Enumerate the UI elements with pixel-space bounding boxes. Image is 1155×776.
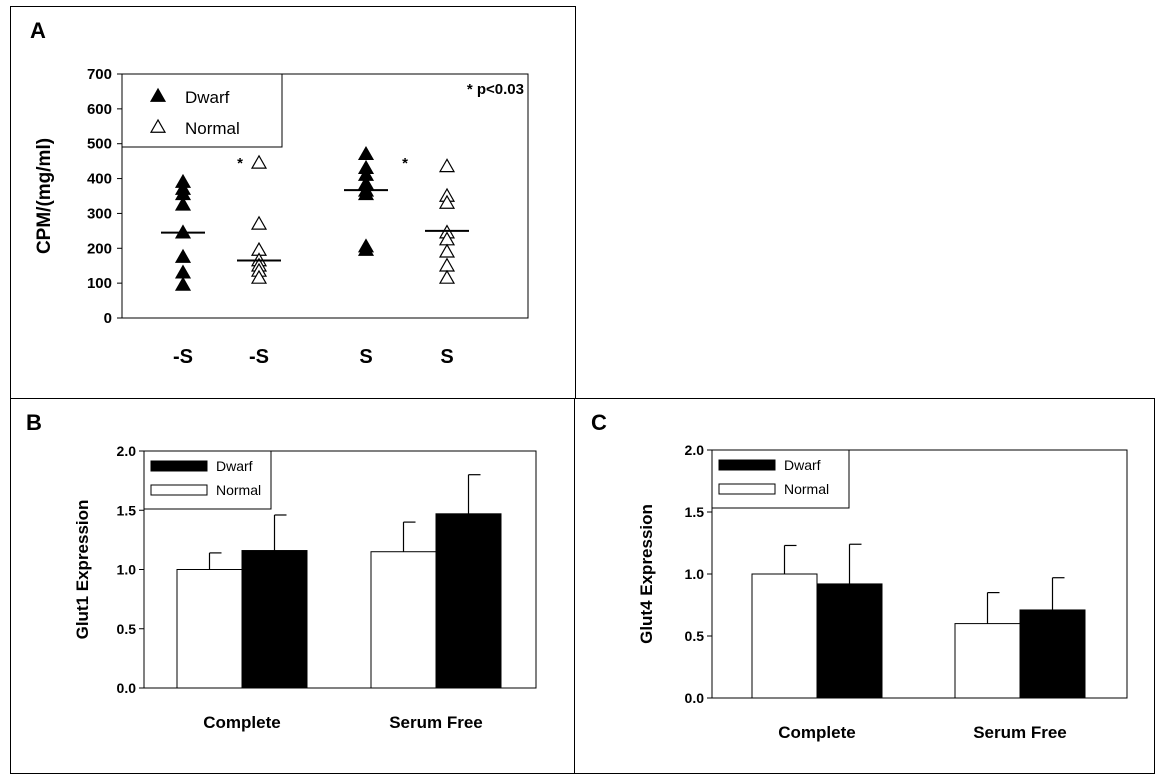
legend-normal-swatch bbox=[150, 484, 208, 496]
normal-data-point bbox=[438, 194, 456, 209]
y-tick-label: 1.5 bbox=[685, 504, 705, 520]
y-tick-label: 300 bbox=[87, 205, 112, 222]
legend-dwarf-marker bbox=[149, 87, 167, 102]
normal-data-point bbox=[438, 243, 456, 258]
x-category-label: -S bbox=[249, 346, 269, 368]
legend-box bbox=[121, 73, 283, 148]
y-tick-label: 0 bbox=[104, 310, 112, 327]
x-category-label: Serum Free bbox=[973, 723, 1067, 742]
y-tick-label: 0.0 bbox=[685, 690, 705, 706]
y-tick-label: 200 bbox=[87, 240, 112, 257]
y-tick-label: 2.0 bbox=[117, 443, 137, 459]
dwarf-bar bbox=[241, 550, 308, 689]
legend-normal-label: Normal bbox=[185, 119, 240, 138]
significance-annotation: * p<0.03 bbox=[467, 81, 524, 98]
legend-dwarf-label: Dwarf bbox=[784, 457, 821, 473]
y-tick-label: 700 bbox=[87, 66, 112, 83]
dwarf-data-point bbox=[357, 241, 375, 256]
normal-data-point bbox=[438, 257, 456, 272]
y-tick-label: 1.0 bbox=[685, 566, 705, 582]
legend-dwarf-swatch bbox=[150, 460, 208, 472]
panel-a-scatter-chart: 0 100 200 300 400 500 600 700 -S -S S S CPM/(mg/ml) D… bbox=[34, 66, 529, 368]
y-tick-label: 600 bbox=[87, 101, 112, 118]
legend-normal-label: Normal bbox=[216, 482, 261, 498]
normal-data-point bbox=[438, 158, 456, 173]
y-tick-label: 0.5 bbox=[685, 628, 705, 644]
x-category-label: -S bbox=[173, 346, 193, 368]
y-axis-title: Glut1 Expression bbox=[73, 500, 92, 640]
y-tick-label: 0.0 bbox=[117, 680, 137, 696]
panel-a-frame bbox=[10, 6, 576, 400]
normal-bar bbox=[751, 573, 818, 699]
legend-normal-marker bbox=[149, 118, 167, 133]
dwarf-bar bbox=[1019, 609, 1086, 699]
x-category-label: Complete bbox=[778, 723, 855, 742]
x-category-label: S bbox=[359, 346, 372, 368]
normal-bar bbox=[954, 623, 1021, 699]
legend-normal-swatch bbox=[718, 483, 776, 495]
y-tick-label: 2.0 bbox=[685, 442, 705, 458]
y-tick-label: 1.0 bbox=[117, 562, 137, 578]
normal-bar bbox=[176, 569, 243, 689]
plot-area-frame bbox=[121, 73, 529, 319]
y-axis-title: CPM/(mg/ml) bbox=[34, 138, 55, 254]
x-category-label: Serum Free bbox=[389, 713, 483, 732]
dwarf-data-point bbox=[174, 196, 192, 211]
legend-normal-label: Normal bbox=[784, 481, 829, 497]
significance-marker: * bbox=[402, 155, 408, 172]
dwarf-data-point bbox=[174, 248, 192, 263]
dwarf-data-point bbox=[174, 264, 192, 279]
normal-data-point bbox=[250, 154, 268, 169]
dwarf-data-point bbox=[174, 276, 192, 291]
dwarf-data-point bbox=[357, 186, 375, 201]
legend-dwarf-swatch bbox=[718, 459, 776, 471]
dwarf-bar bbox=[435, 513, 502, 689]
panel-a-letter: A bbox=[30, 18, 46, 43]
y-axis-title: Glut4 Expression bbox=[637, 504, 656, 644]
panel-c-bar-chart: 0.0 0.5 1.0 1.5 2.0 Glut4 Expression Complete S… bbox=[637, 442, 1128, 742]
legend-box bbox=[711, 449, 850, 509]
dwarf-bar bbox=[816, 583, 883, 699]
y-tick-label: 1.5 bbox=[117, 502, 137, 518]
dwarf-data-point bbox=[357, 145, 375, 161]
significance-marker: * bbox=[237, 155, 243, 172]
panel-b-bar-chart: 0.0 0.5 1.0 1.5 2.0 Glut1 Expression Complete S… bbox=[73, 443, 537, 732]
normal-data-point bbox=[438, 269, 456, 284]
legend-dwarf-label: Dwarf bbox=[216, 458, 253, 474]
y-tick-label: 400 bbox=[87, 171, 112, 188]
y-tick-label: 100 bbox=[87, 275, 112, 292]
panel-c-letter: C bbox=[591, 410, 607, 435]
y-tick-label: 0.5 bbox=[117, 621, 137, 637]
normal-bar bbox=[370, 551, 437, 689]
x-category-label: S bbox=[440, 346, 453, 368]
normal-data-point bbox=[250, 269, 268, 284]
normal-data-point bbox=[250, 215, 268, 230]
legend-dwarf-label: Dwarf bbox=[185, 88, 230, 107]
y-tick-label: 500 bbox=[87, 136, 112, 153]
x-category-label: Complete bbox=[203, 713, 280, 732]
panel-b-letter: B bbox=[26, 410, 42, 435]
